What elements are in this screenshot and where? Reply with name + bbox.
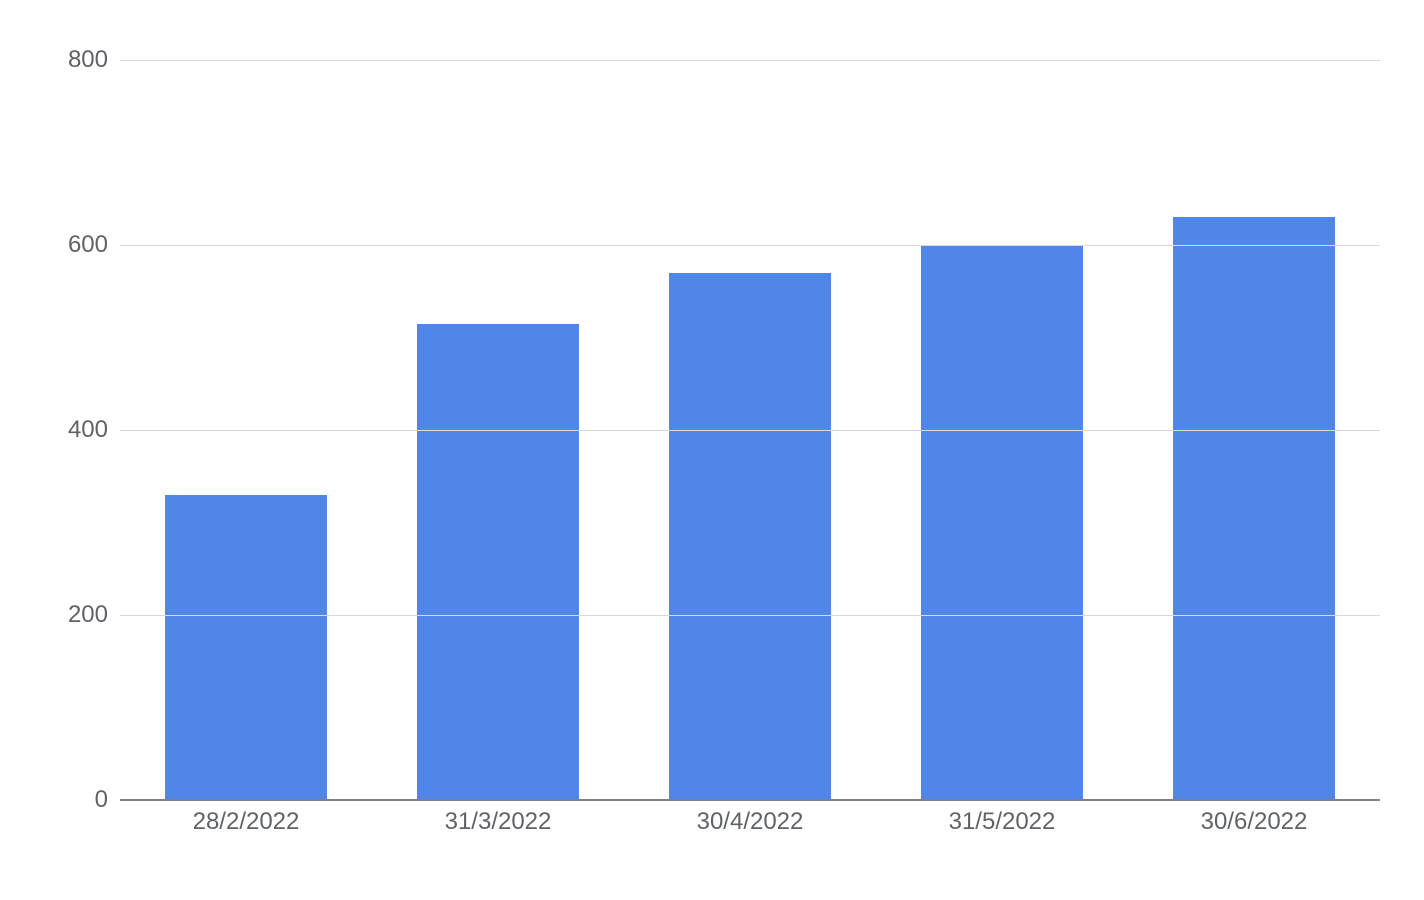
x-tick-label: 31/5/2022	[876, 808, 1128, 836]
y-tick-label: 0	[18, 786, 108, 814]
x-tick-label: 28/2/2022	[120, 808, 372, 836]
gridline	[120, 245, 1380, 246]
bar	[417, 324, 578, 800]
y-tick-label: 800	[18, 46, 108, 74]
bar	[669, 273, 830, 800]
y-tick-label: 600	[18, 231, 108, 259]
bar	[1173, 217, 1334, 800]
plot-area	[120, 60, 1380, 800]
bar	[921, 245, 1082, 800]
x-tick-label: 30/6/2022	[1128, 808, 1380, 836]
x-axis-baseline	[120, 799, 1380, 801]
gridline	[120, 60, 1380, 61]
bar	[165, 495, 326, 800]
x-tick-label: 31/3/2022	[372, 808, 624, 836]
y-tick-label: 200	[18, 601, 108, 629]
gridline	[120, 430, 1380, 431]
gridline	[120, 615, 1380, 616]
x-tick-label: 30/4/2022	[624, 808, 876, 836]
x-axis-labels: 28/2/202231/3/202230/4/202231/5/202230/6…	[120, 808, 1380, 836]
chart-container: 28/2/202231/3/202230/4/202231/5/202230/6…	[0, 0, 1424, 900]
y-tick-label: 400	[18, 416, 108, 444]
